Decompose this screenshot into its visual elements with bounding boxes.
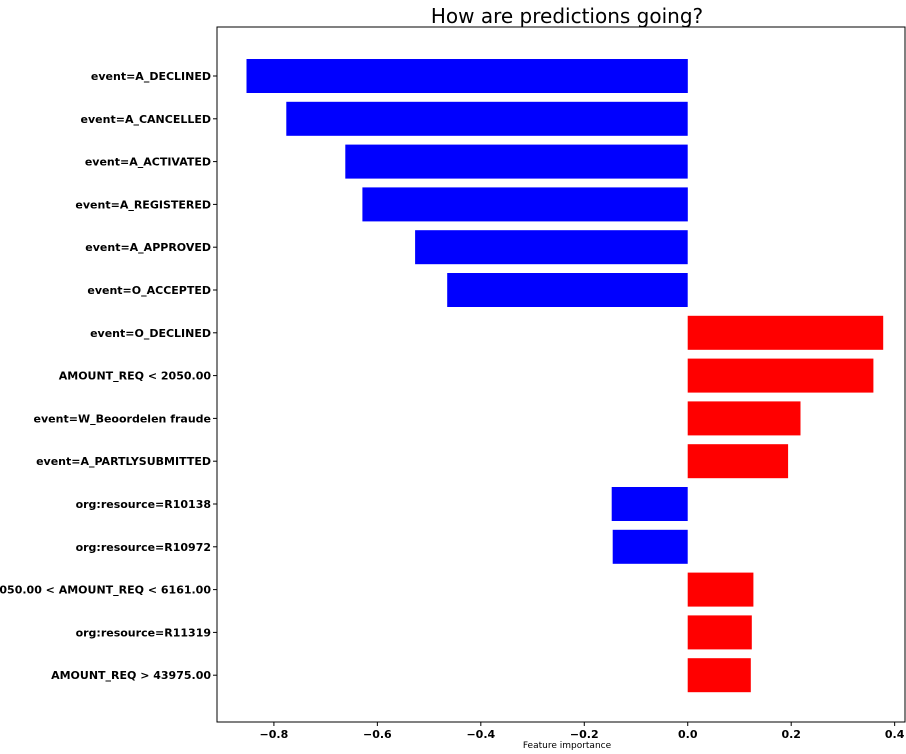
- x-tick-label-0: −0.8: [260, 728, 289, 741]
- y-tick-label-6: event=O_DECLINED: [90, 327, 211, 340]
- bar-6: [687, 315, 884, 350]
- y-tick-label-10: org:resource=R10138: [76, 498, 211, 511]
- bar-10: [611, 487, 688, 521]
- x-tick-label-2: −0.4: [466, 728, 495, 741]
- x-axis: −0.8 −0.6 −0.4 −0.2 0.0 0.2 0.4: [260, 722, 905, 741]
- bar-9: [687, 444, 789, 479]
- bars-group: [246, 59, 884, 693]
- y-tick-label-12: 2050.00 < AMOUNT_REQ < 6161.00: [0, 584, 211, 597]
- y-tick-label-9: event=A_PARTLYSUBMITTED: [36, 455, 211, 468]
- x-tick-label-1: −0.6: [363, 728, 392, 741]
- y-tick-label-8: event=W_Beoordelen fraude: [34, 412, 211, 425]
- y-tick-label-3: event=A_REGISTERED: [75, 198, 211, 211]
- y-tick-label-14: AMOUNT_REQ > 43975.00: [51, 669, 211, 682]
- bar-1: [286, 101, 688, 136]
- y-tick-label-5: event=O_ACCEPTED: [87, 284, 211, 297]
- y-tick-label-2: event=A_ACTIVATED: [85, 156, 211, 169]
- bar-0: [246, 59, 688, 93]
- x-axis-label: Feature importance: [523, 741, 612, 751]
- x-tick-label-6: 0.4: [885, 728, 905, 741]
- bar-2: [345, 144, 688, 179]
- bar-14: [687, 658, 751, 693]
- bar-3: [362, 187, 688, 222]
- x-tick-label-4: 0.0: [678, 728, 698, 741]
- y-tick-label-1: event=A_CANCELLED: [81, 113, 211, 126]
- y-tick-label-11: org:resource=R10972: [76, 541, 211, 554]
- bar-8: [687, 401, 801, 436]
- y-tick-labels: event=A_DECLINED event=A_CANCELLED event=A…: [0, 70, 217, 682]
- y-tick-label-4: event=A_APPROVED: [85, 241, 211, 254]
- bar-4: [415, 230, 688, 265]
- bar-7: [687, 358, 874, 393]
- y-tick-label-0: event=A_DECLINED: [91, 70, 211, 83]
- y-tick-label-13: org:resource=R11319: [76, 626, 211, 639]
- bar-13: [687, 615, 752, 650]
- x-tick-label-5: 0.2: [781, 728, 801, 741]
- y-tick-label-7: AMOUNT_REQ < 2050.00: [59, 370, 212, 383]
- x-tick-label-3: −0.2: [570, 728, 599, 741]
- plot-frame: [216, 26, 906, 723]
- chart-title: How are predictions going?: [431, 4, 703, 28]
- bar-5: [447, 273, 688, 307]
- bar-12: [687, 572, 754, 607]
- bar-11: [612, 529, 688, 564]
